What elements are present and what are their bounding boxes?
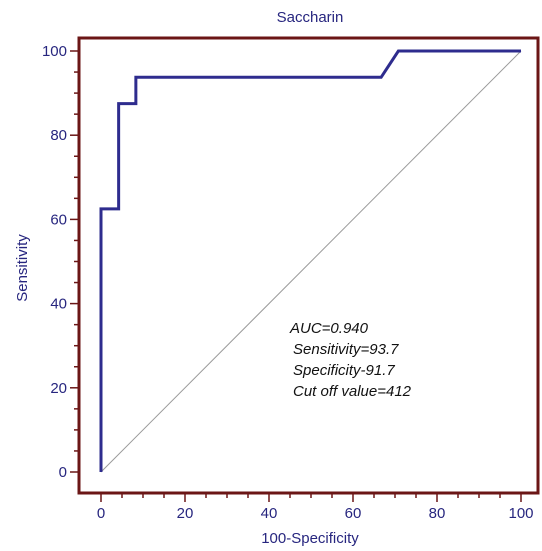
annotation-specificity: Specificity-91.7: [293, 362, 395, 379]
x-tick-label: 60: [345, 505, 362, 522]
x-tick-label: 0: [97, 505, 105, 522]
x-tick-label: 100: [508, 505, 533, 522]
y-tick-label: 100: [42, 43, 67, 60]
chart-title: Saccharin: [277, 9, 344, 26]
y-tick-label: 40: [50, 296, 67, 313]
y-axis-title: Sensitivity: [14, 234, 31, 302]
y-tick-label: 60: [50, 211, 67, 228]
x-tick-label: 80: [429, 505, 446, 522]
annotation-cutoff: Cut off value=412: [293, 383, 412, 400]
roc-curve-line: [99, 49, 521, 472]
x-tick-label: 20: [177, 505, 194, 522]
annotation-block: AUC=0.940 Sensitivity=93.7 Specificity-9…: [289, 320, 412, 400]
y-tick-label: 20: [50, 380, 67, 397]
y-axis-ticks: 0 20 40 60 80 100: [42, 43, 78, 481]
x-axis-title: 100-Specificity: [261, 530, 359, 547]
y-tick-label: 0: [59, 464, 67, 481]
annotation-auc: AUC=0.940: [289, 320, 369, 337]
reference-diagonal-line: [100, 50, 522, 473]
y-tick-label: 80: [50, 127, 67, 144]
x-axis-ticks: 0 20 40 60 80 100: [97, 494, 534, 522]
annotation-sensitivity: Sensitivity=93.7: [293, 341, 399, 358]
x-tick-label: 40: [261, 505, 278, 522]
